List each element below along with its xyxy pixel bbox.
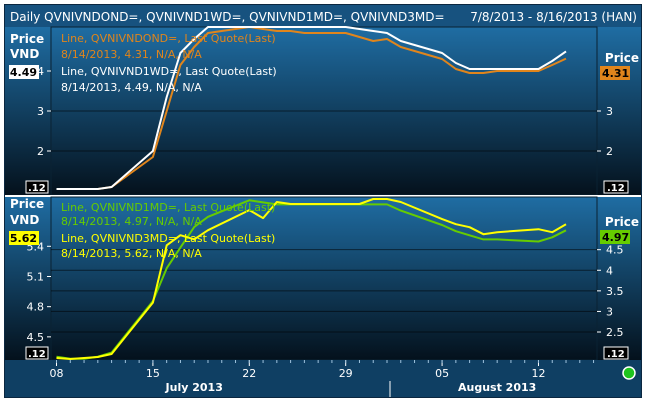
bottom-legend-1-line2: 8/14/2013, 4.97, N/A, N/A bbox=[61, 215, 202, 228]
bottom-left-axis-unit: VND bbox=[10, 213, 39, 227]
bottom-series-group bbox=[56, 198, 567, 360]
bottom-right-badge: 4.97 bbox=[600, 230, 630, 244]
bottom-legend-2-line2: 8/14/2013, 5.62, N/A, N/A bbox=[61, 247, 202, 260]
bottom-left-tick-label: 4.8 bbox=[27, 301, 45, 314]
top-left-tick-label: 4 bbox=[37, 65, 44, 78]
top-legend-2-line2: 8/14/2013, 4.49, N/A, N/A bbox=[61, 81, 202, 94]
x-month-label: July 2013 bbox=[165, 381, 223, 394]
bottom-legend: Line, QVNIVND1MD=, Last Quote(Last) 8/14… bbox=[61, 201, 275, 260]
top-left-tick-label: 2 bbox=[37, 145, 44, 158]
bottom-right-tick-label: 2.5 bbox=[606, 326, 624, 339]
top-left-axis-title: Price bbox=[10, 32, 44, 46]
header-bar bbox=[5, 5, 641, 27]
bottom-left-scale-box: .12 bbox=[25, 346, 49, 360]
bottom-left-axis-title: Price bbox=[10, 197, 44, 211]
x-tick-label: 29 bbox=[339, 367, 353, 380]
status-indicator-icon[interactable] bbox=[622, 366, 636, 380]
bottom-right-scale-box: .12 bbox=[603, 346, 629, 360]
bottom-left-ticks: 5.45.14.84.5 bbox=[27, 240, 51, 344]
x-month-label: August 2013 bbox=[458, 381, 536, 394]
top-series-line-qvnivnd1wd bbox=[56, 26, 567, 190]
x-axis-months: July 2013 August 2013 bbox=[165, 381, 536, 397]
top-left-ticks: 4 3 2 bbox=[37, 65, 51, 158]
bottom-right-badge-text: 4.97 bbox=[602, 231, 629, 244]
bottom-left-tick-label: 4.5 bbox=[27, 331, 45, 344]
top-legend-2-line1: Line, QVNIVND1WD=, Last Quote(Last) bbox=[61, 65, 277, 78]
bottom-right-tick-label: 3.5 bbox=[606, 285, 624, 298]
top-right-tick-label: 2 bbox=[606, 145, 613, 158]
panel-separator bbox=[5, 195, 641, 197]
bottom-left-tick-label: 5.1 bbox=[27, 270, 45, 283]
bottom-panel bbox=[5, 197, 641, 360]
top-left-axis-unit: VND bbox=[10, 47, 39, 61]
top-right-ticks: 32 bbox=[597, 105, 613, 158]
top-right-axis-title: Price bbox=[605, 51, 639, 65]
bottom-right-axis-title: Price bbox=[605, 215, 639, 229]
top-right-tick-label: 3 bbox=[606, 105, 613, 118]
top-right-scale-text: .12 bbox=[607, 183, 625, 194]
top-series-group bbox=[56, 26, 567, 190]
top-left-tick-label: 3 bbox=[37, 105, 44, 118]
top-series-line-qvnivndond bbox=[56, 26, 567, 190]
x-tick-label: 12 bbox=[531, 367, 545, 380]
bottom-series-line-qvnivnd3md bbox=[56, 198, 567, 360]
top-legend-1-line1: Line, QVNIVNDOND=, Last Quote(Last) bbox=[61, 32, 276, 45]
top-legend-1-line2: 8/14/2013, 4.31, N/A, N/A bbox=[61, 48, 202, 61]
bottom-right-tick-label: 4.5 bbox=[606, 244, 624, 257]
top-left-badge-text: 4.49 bbox=[10, 66, 37, 79]
chart-title: Daily QVNIVNDOND=, QVNIVND1WD=, QVNIVND1… bbox=[10, 10, 445, 24]
bottom-right-ticks: 4.5 4 3.5 3 2.5 bbox=[597, 244, 624, 339]
top-left-scale-box: .12 bbox=[25, 180, 49, 194]
bottom-legend-1-line1: Line, QVNIVND1MD=, Last Quote(Last) bbox=[61, 201, 275, 214]
bottom-gridlines bbox=[51, 249, 597, 333]
x-tick-label: 05 bbox=[435, 367, 449, 380]
top-left-badge: 4.49 bbox=[9, 65, 39, 79]
top-right-badge-text: 4.31 bbox=[602, 67, 629, 80]
top-gridlines bbox=[51, 110, 597, 152]
x-axis-band bbox=[5, 360, 641, 397]
bottom-left-badge: 5.62 bbox=[9, 231, 39, 245]
top-legend: Line, QVNIVNDOND=, Last Quote(Last) 8/14… bbox=[61, 32, 277, 94]
bottom-right-tick-label: 4 bbox=[606, 264, 613, 277]
x-axis-ticks: 08 15 22 29 05 12 bbox=[50, 360, 595, 380]
x-tick-label: 15 bbox=[146, 367, 160, 380]
top-right-scale-box: .12 bbox=[603, 180, 629, 194]
top-left-scale-text: .12 bbox=[28, 183, 46, 194]
bottom-legend-2-line1: Line, QVNIVND3MD=, Last Quote(Last) bbox=[61, 232, 275, 245]
top-right-badge: 4.31 bbox=[600, 66, 630, 80]
bottom-right-scale-text: .12 bbox=[607, 349, 625, 360]
bottom-left-scale-text: .12 bbox=[28, 349, 46, 360]
bottom-left-badge-text: 5.62 bbox=[10, 232, 37, 245]
bottom-right-tick-label: 3 bbox=[606, 305, 613, 318]
date-range: 7/8/2013 - 8/16/2013 (HAN) bbox=[470, 10, 637, 24]
x-tick-label: 08 bbox=[50, 367, 64, 380]
x-tick-label: 22 bbox=[242, 367, 256, 380]
